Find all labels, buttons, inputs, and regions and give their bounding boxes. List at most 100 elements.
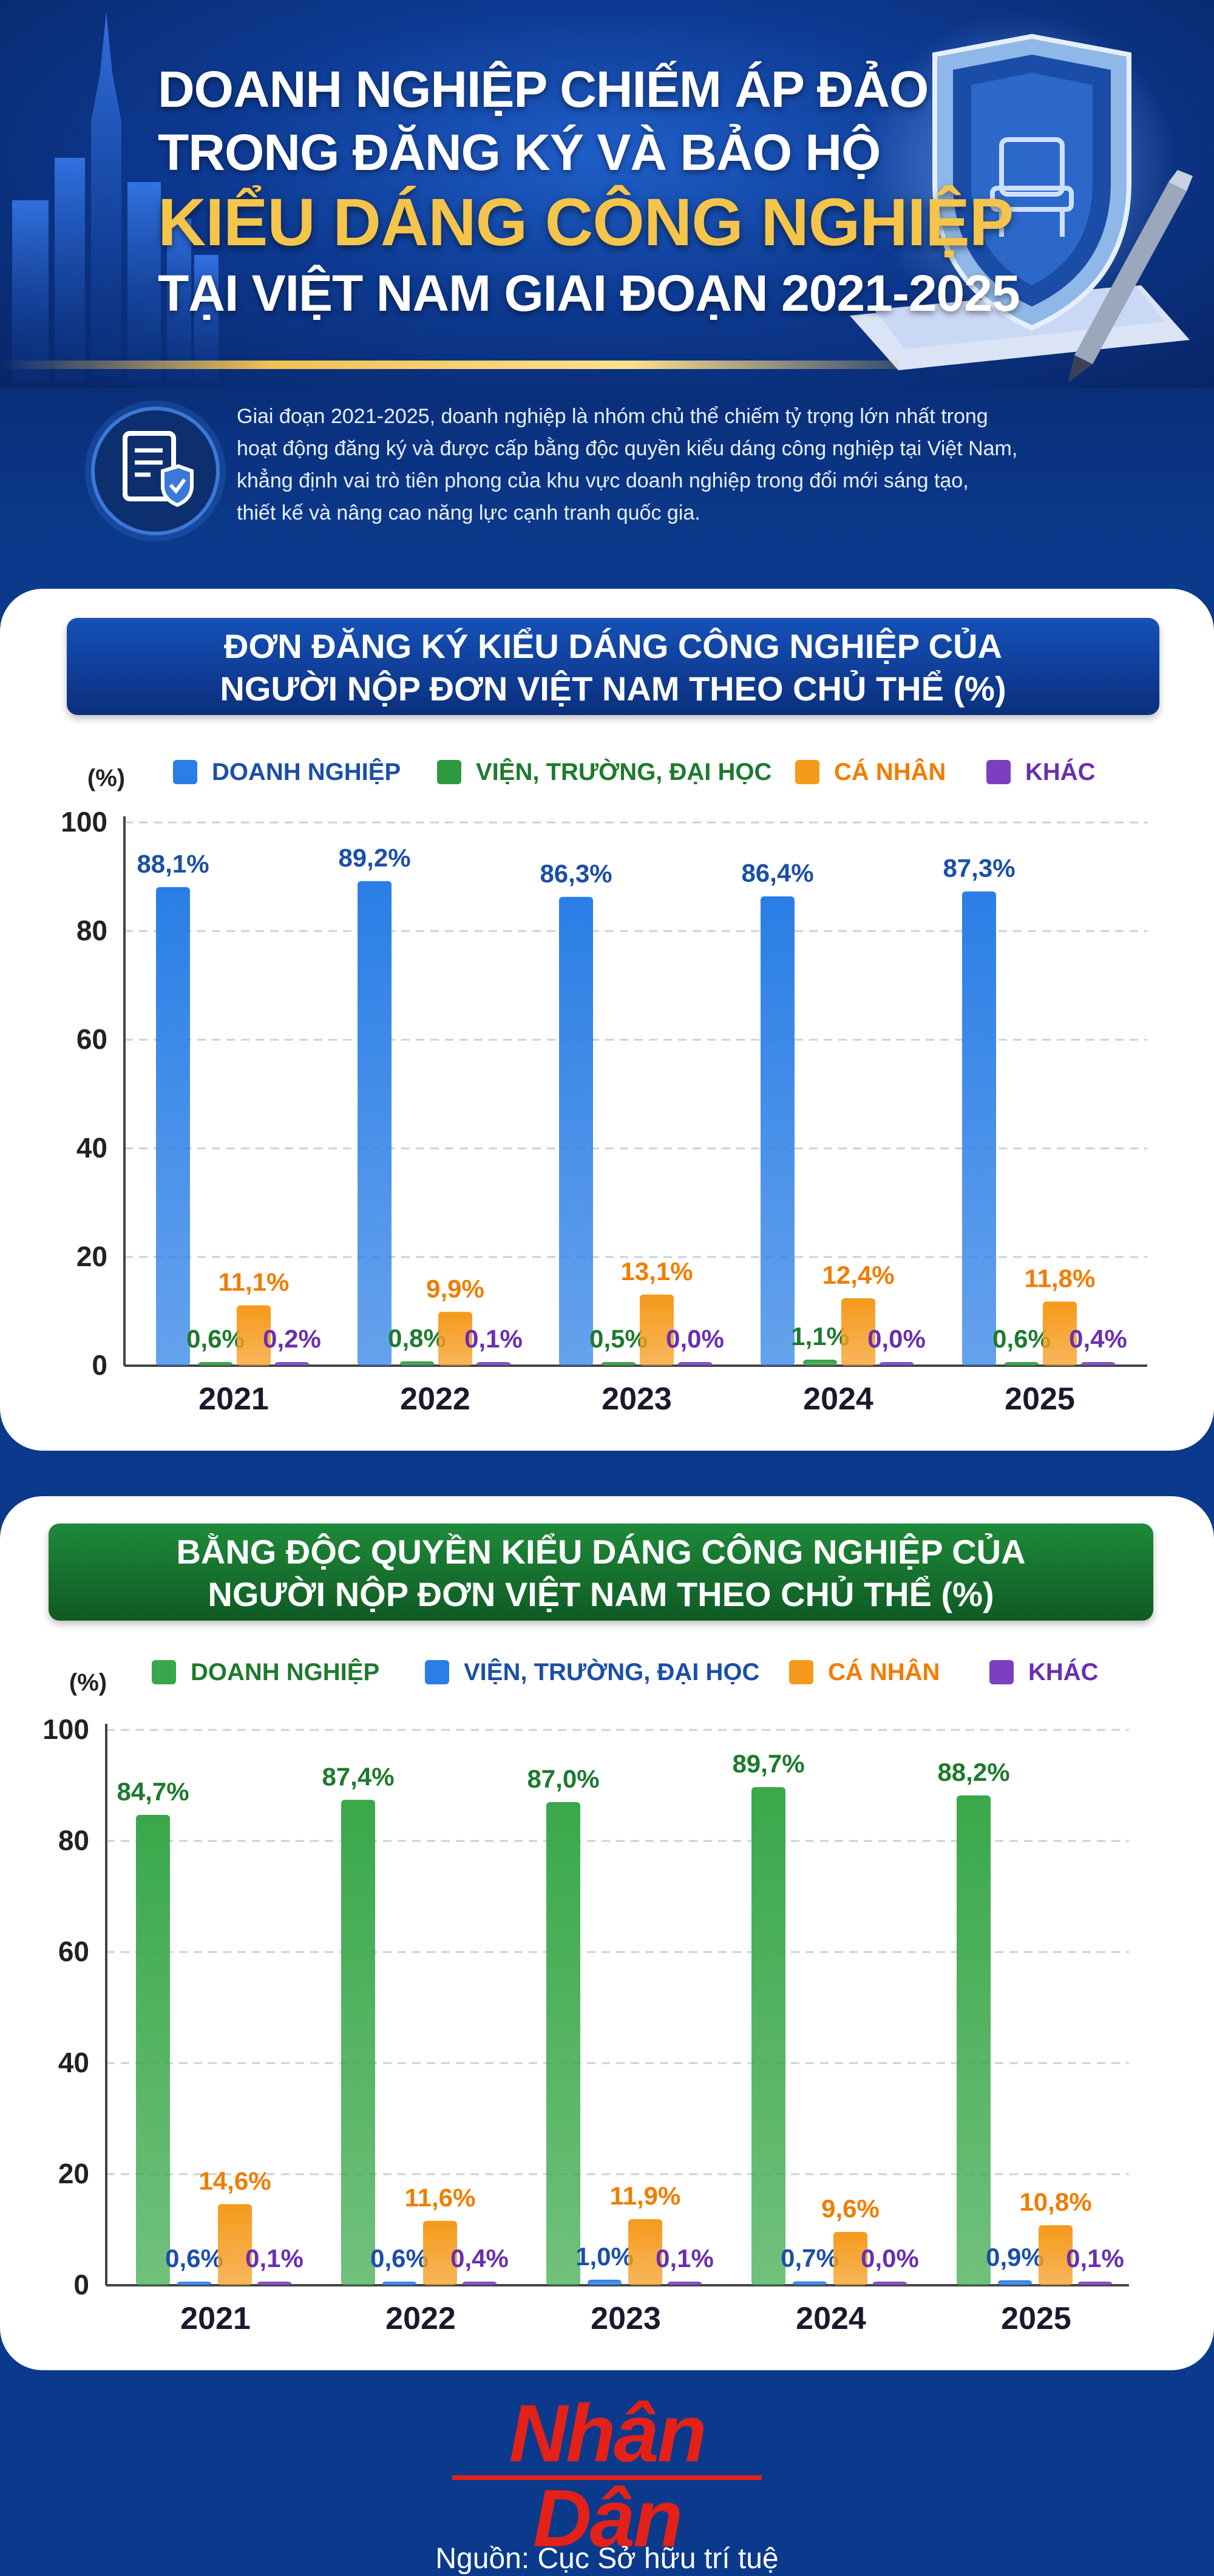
title-line-4: TẠI VIỆT NAM GIAI ĐOẠN 2021-2025	[158, 265, 1020, 322]
intro-paragraph: Giai đoạn 2021-2025, doanh nghiệp là nhó…	[237, 401, 1074, 529]
bar-value-label: 0,0%	[861, 2244, 919, 2273]
bar	[156, 887, 190, 1366]
legend-swatch	[173, 760, 197, 784]
x-tick-label: 2024	[803, 1381, 873, 1417]
bar-value-label: 84,7%	[117, 1777, 189, 1806]
bar	[1005, 1362, 1039, 1366]
page-title: DOANH NGHIỆP CHIẾM ÁP ĐẢO TRONG ĐĂNG KÝ …	[158, 58, 1020, 325]
bar	[423, 2220, 457, 2285]
intro-line-2: hoạt động đăng ký và được cấp bằng độc q…	[237, 437, 1018, 460]
y-axis-label: (%)	[87, 765, 125, 791]
y-tick-label: 40	[76, 1132, 107, 1164]
chart2-title-banner: BẰNG ĐỘC QUYỀN KIỂU DÁNG CÔNG NGHIỆP CỦA…	[49, 1524, 1153, 1621]
bar-value-label: 87,3%	[943, 854, 1015, 883]
bar-value-label: 9,9%	[426, 1274, 484, 1303]
logo-underline	[452, 2475, 762, 2480]
chart-panel-certificates	[0, 1496, 1214, 2370]
intro-line-3: khẳng định vai trò tiên phong của khu vự…	[237, 469, 969, 492]
bar	[1081, 1362, 1115, 1366]
bar-value-label: 87,4%	[322, 1762, 394, 1791]
bar	[1039, 2225, 1073, 2285]
bar	[962, 891, 996, 1366]
bar-value-label: 14,6%	[198, 2166, 271, 2195]
bar-value-label: 0,0%	[867, 1324, 926, 1353]
x-tick-label: 2023	[602, 1381, 672, 1417]
bar-value-label: 0,5%	[589, 1324, 648, 1353]
y-tick-label: 80	[58, 1825, 89, 1856]
y-tick-label: 40	[58, 2047, 89, 2078]
city-skyline-icon	[12, 12, 1193, 382]
y-tick-label: 100	[61, 806, 107, 838]
legend-label: KHÁC	[1028, 1658, 1099, 1686]
bar-value-label: 0,6%	[370, 2244, 429, 2273]
legend-item: DOANH NGHIỆP	[173, 754, 401, 790]
bar	[751, 1787, 785, 2285]
bar-value-label: 86,3%	[540, 859, 612, 888]
document-shield-icon	[91, 407, 220, 535]
bar	[1043, 1301, 1077, 1366]
bar-value-label: 89,7%	[732, 1749, 804, 1778]
bar-value-label: 0,4%	[1069, 1324, 1127, 1353]
bar	[382, 2282, 416, 2285]
x-tick-label: 2021	[180, 2301, 251, 2336]
bar	[761, 896, 795, 1366]
bar	[678, 1362, 712, 1366]
x-tick-label: 2022	[385, 2301, 456, 2336]
chart1-title-banner: ĐƠN ĐĂNG KÝ KIỂU DÁNG CÔNG NGHIỆP CỦA NG…	[67, 618, 1159, 715]
bar	[400, 1361, 434, 1366]
legend-swatch	[437, 760, 461, 784]
bar	[358, 881, 392, 1366]
bar-value-label: 88,1%	[137, 850, 209, 878]
legend-item: KHÁC	[989, 1654, 1099, 1690]
bar-value-label: 87,0%	[527, 1764, 599, 1793]
chart-panel-applications	[0, 589, 1214, 1451]
chart2-title-line-2: NGƯỜI NỘP ĐƠN VIỆT NAM THEO CHỦ THỂ (%)	[208, 1575, 994, 1613]
bar-value-label: 0,6%	[992, 1324, 1051, 1353]
bar	[640, 1294, 674, 1366]
legend-swatch	[986, 760, 1011, 784]
bar-value-label: 11,6%	[405, 2183, 476, 2212]
bar-value-label: 0,1%	[656, 2244, 714, 2273]
chart1-legend: DOANH NGHIỆP VIỆN, TRƯỜNG, ĐẠI HỌC CÁ NHÂN…	[0, 754, 1214, 790]
bar	[803, 1360, 837, 1366]
bar	[559, 897, 593, 1366]
bar	[668, 2282, 702, 2285]
legend-item: KHÁC	[986, 754, 1096, 790]
bar	[275, 1362, 309, 1366]
bar	[793, 2281, 827, 2285]
legend-label: VIỆN, TRƯỜNG, ĐẠI HỌC	[464, 1658, 760, 1686]
chart2-svg: (%) 0 20 40 60 80 100 2021 84,7% 0,6% 14,6% 0,1% 202…	[42, 1669, 1129, 2336]
bar	[588, 2279, 622, 2285]
chart1-title-line-2: NGƯỜI NỘP ĐƠN VIỆT NAM THEO CHỦ THỂ (%)	[220, 669, 1006, 708]
x-tick-label: 2025	[1005, 1381, 1075, 1417]
y-tick-label: 60	[58, 1936, 89, 1967]
y-tick-label: 20	[58, 2158, 89, 2189]
title-line-3: KIỂU DÁNG CÔNG NGHIỆP	[158, 185, 1014, 260]
intro-line-1: Giai đoạn 2021-2025, doanh nghiệp là nhó…	[237, 405, 988, 428]
legend-item: VIỆN, TRƯỜNG, ĐẠI HỌC	[425, 1654, 759, 1690]
source-credit: Nguồn: Cục Sở hữu trí tuệ	[435, 2543, 779, 2575]
legend-item: VIỆN, TRƯỜNG, ĐẠI HỌC	[437, 754, 771, 790]
hero-header: DOANH NGHIỆP CHIẾM ÁP ĐẢO TRONG ĐĂNG KÝ …	[0, 0, 1214, 388]
bar-value-label: 0,7%	[781, 2244, 839, 2273]
legend-label: CÁ NHÂN	[828, 1658, 940, 1686]
bar	[957, 1795, 991, 2285]
bar	[546, 1802, 580, 2285]
bar	[218, 2204, 252, 2285]
bar-value-label: 89,2%	[338, 844, 410, 872]
legend-label: DOANH NGHIỆP	[212, 758, 401, 785]
bar-value-label: 0,2%	[263, 1324, 321, 1353]
bar-value-label: 86,4%	[741, 859, 813, 887]
bar	[880, 1362, 914, 1366]
nhan-dan-logo: Nhân Dân	[509, 2388, 707, 2564]
legend-swatch	[789, 1660, 813, 1684]
legend-swatch	[989, 1660, 1014, 1684]
bar-value-label: 13,1%	[620, 1257, 693, 1286]
y-axis-label: (%)	[69, 1669, 107, 1696]
legend-label: CÁ NHÂN	[834, 758, 946, 785]
y-tick-label: 0	[73, 2269, 89, 2300]
x-tick-label: 2022	[400, 1381, 470, 1417]
bar-value-label: 11,8%	[1025, 1264, 1096, 1292]
bar-value-label: 0,0%	[666, 1324, 724, 1353]
